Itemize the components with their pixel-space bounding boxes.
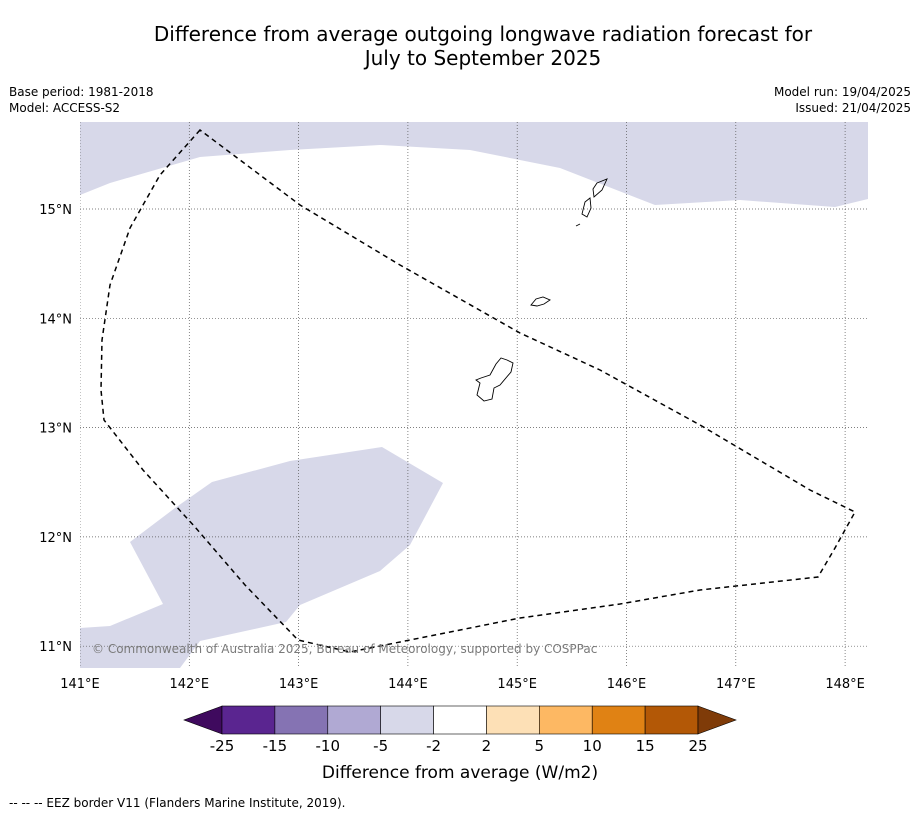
colorbar-tick-label: 10 [583,737,602,755]
model-text: Model: ACCESS-S2 [9,101,121,115]
longitude-tick-label: 143°E [279,677,319,692]
issued-text: Issued: 21/04/2025 [795,101,911,115]
island-saipan [592,178,608,198]
island-guam [475,357,514,402]
colorbar-segment [486,705,540,735]
colorbar-extend-min [183,705,223,735]
base-period-text: Base period: 1981-2018 [9,85,154,99]
title-line-2: July to September 2025 [364,46,602,70]
colorbar-tick-label: -2 [426,737,441,755]
longitude-tick-label: 147°E [716,677,756,692]
map-figure: © Commonwealth of Australia 2025, Bureau… [39,122,868,783]
chart-title: Difference from average outgoing longwav… [0,22,919,70]
longitude-tick-label: 148°E [825,677,865,692]
colorbar-tick-label: 15 [636,737,655,755]
colorbar-segment [274,705,329,735]
longitude-tick-label: 141°E [60,677,100,692]
latitude-tick-label: 14°N [39,312,72,327]
colorbar-tick-label: -15 [263,737,288,755]
colorbar-tick-label: -5 [373,737,388,755]
copyright-text: © Commonwealth of Australia 2025, Bureau… [92,642,597,656]
map-area: © Commonwealth of Australia 2025, Bureau… [80,122,868,668]
eez-border [100,128,857,653]
latitude-tick-label: 15°N [39,203,72,218]
latitude-labels: 15°N 14°N 13°N 12°N 11°N [39,203,72,655]
colorbar-tick-label: 25 [688,737,707,755]
latitude-tick-label: 12°N [39,531,72,546]
colorbar-segment [539,705,593,735]
colorbar-segment [433,705,487,735]
longitude-tick-label: 142°E [170,677,210,692]
island-rota [530,296,551,307]
colorbar-extend-max [697,705,737,735]
anomaly-region-north [80,122,868,207]
latitude-tick-label: 13°N [39,422,72,437]
latitude-tick-label: 11°N [39,640,72,655]
colorbar-tick-label: 5 [535,737,545,755]
colorbar-tick-label: -10 [316,737,341,755]
colorbar-tick-label: 2 [482,737,492,755]
longitude-tick-label: 146°E [607,677,647,692]
longitude-tick-label: 145°E [497,677,537,692]
eez-footnote: -- -- -- EEZ border V11 (Flanders Marine… [9,796,346,810]
model-run-text: Model run: 19/04/2025 [773,85,911,99]
island-aguijan [575,223,581,227]
colorbar-title: Difference from average (W/m2) [322,763,598,783]
title-line-1: Difference from average outgoing longwav… [153,22,813,46]
colorbar-segment [221,705,276,735]
colorbar-segment [327,705,381,735]
longitude-labels: 141°E 142°E 143°E 144°E 145°E 146°E 147°E 148°E [60,677,865,692]
colorbar-segment [591,705,646,735]
gridlines [80,122,868,668]
colorbar-segment [380,705,434,735]
colorbar: -25 -15 -10 -5 -2 2 5 10 15 25 [183,705,737,755]
colorbar-tick-label: -25 [210,737,235,755]
island-tinian [581,197,592,218]
colorbar-segment [644,705,699,735]
meta-right: Model run: 19/04/2025 Issued: 21/04/2025 [774,84,911,116]
meta-left: Base period: 1981-2018 Model: ACCESS-S2 [9,84,154,116]
anomaly-region-south [80,447,443,668]
longitude-tick-label: 144°E [388,677,428,692]
